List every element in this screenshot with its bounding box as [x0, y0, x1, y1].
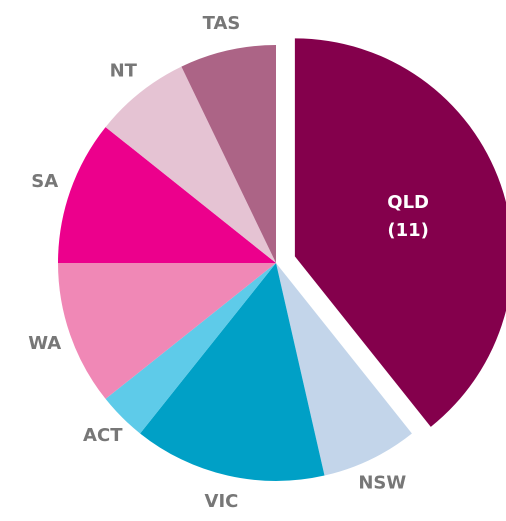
- value-label: (11): [387, 220, 429, 241]
- pie-slice: [105, 263, 277, 434]
- slice-label: QLD: [387, 192, 429, 213]
- pie-slice: [276, 263, 412, 476]
- slice-label: NT: [110, 60, 138, 81]
- slice-label: ACT: [83, 425, 123, 446]
- slice-label: WA: [28, 333, 61, 354]
- pie-slice: [294, 38, 506, 427]
- slice-label: VIC: [205, 491, 239, 512]
- pie-slice: [181, 45, 276, 263]
- pie-slice: [58, 263, 276, 399]
- pie-slice: [58, 127, 276, 263]
- slice-label: NSW: [358, 473, 406, 494]
- slice-label: TAS: [203, 13, 241, 34]
- pie-slice: [140, 263, 325, 481]
- pie-slice: [105, 66, 277, 264]
- slice-label: SA: [31, 171, 58, 192]
